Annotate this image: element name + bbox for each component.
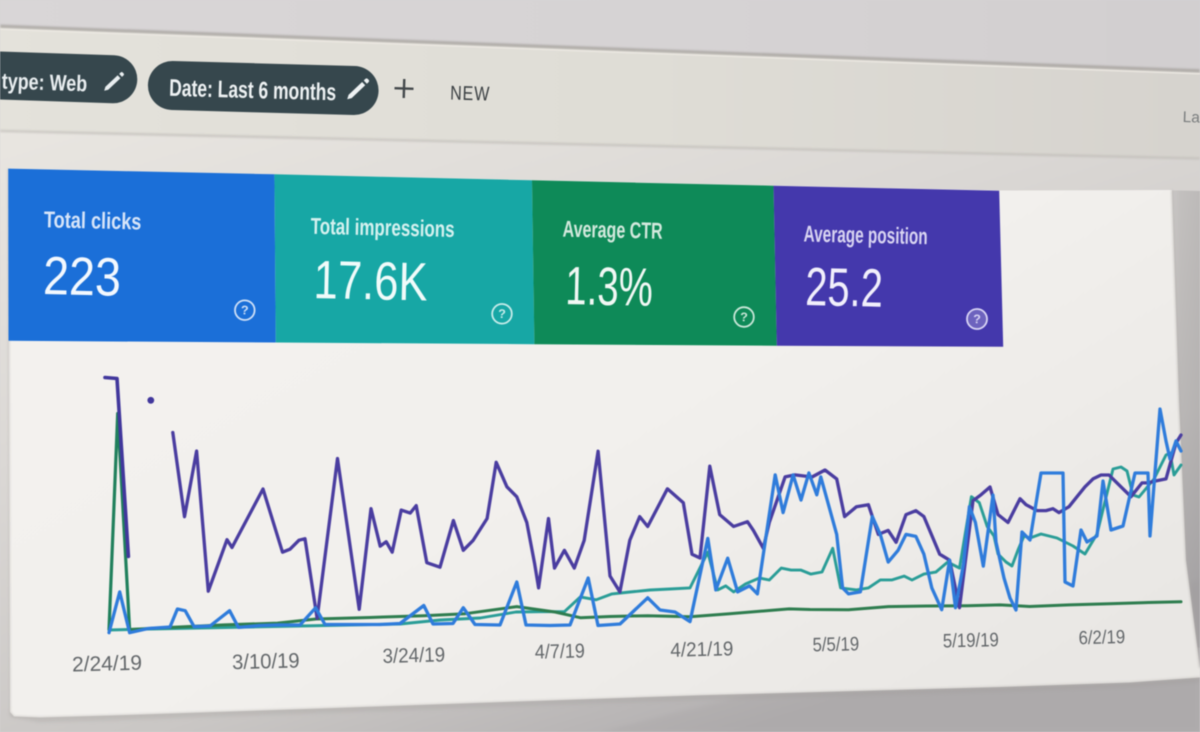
svg-text:La: La: [1182, 109, 1200, 127]
svg-text:Date: Last 6 months: Date: Last 6 months: [169, 75, 337, 107]
svg-text:Total impressions: Total impressions: [310, 213, 455, 242]
svg-text:5/5/19: 5/5/19: [812, 633, 859, 656]
svg-text:5/19/19: 5/19/19: [943, 629, 1000, 652]
svg-text:25.2: 25.2: [805, 257, 884, 319]
svg-text:223: 223: [42, 246, 121, 308]
svg-text:?: ?: [973, 312, 981, 326]
svg-text:3/24/19: 3/24/19: [382, 643, 445, 668]
svg-text:?: ?: [241, 303, 249, 317]
svg-text:17.6K: 17.6K: [313, 250, 428, 312]
svg-text:Average CTR: Average CTR: [562, 216, 663, 244]
svg-text:?: ?: [498, 307, 506, 321]
svg-text:Average position: Average position: [803, 221, 928, 250]
svg-text:2/24/19: 2/24/19: [72, 652, 143, 677]
svg-text:1.3%: 1.3%: [565, 256, 654, 318]
svg-text:4/21/19: 4/21/19: [670, 638, 734, 662]
svg-text:3/10/19: 3/10/19: [232, 649, 300, 674]
svg-text:NEW: NEW: [450, 83, 491, 106]
svg-text:6/2/19: 6/2/19: [1078, 627, 1125, 649]
svg-text:type: Web: type: Web: [1, 69, 87, 97]
svg-text:Total clicks: Total clicks: [44, 206, 142, 234]
svg-text:4/7/19: 4/7/19: [535, 640, 586, 663]
svg-text:?: ?: [740, 310, 748, 324]
